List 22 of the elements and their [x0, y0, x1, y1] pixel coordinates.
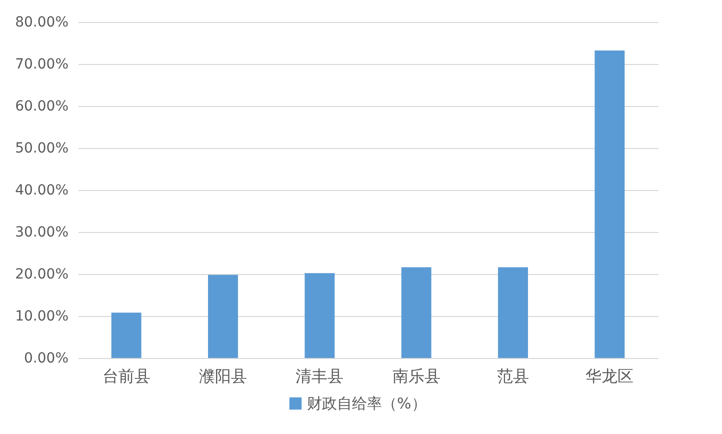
x-tick-label: 范县 — [497, 366, 529, 386]
y-tick-label: 0.00% — [24, 350, 68, 366]
y-tick-label: 40.00% — [15, 182, 68, 198]
x-tick-label: 濮阳县 — [199, 366, 247, 386]
y-tick-label: 60.00% — [15, 98, 68, 114]
bar — [111, 312, 142, 358]
x-tick-label: 台前县 — [102, 366, 150, 386]
bar — [594, 50, 625, 358]
y-tick-label: 50.00% — [15, 140, 68, 156]
legend-label: 财政自给率（%） — [307, 394, 426, 412]
y-tick-label: 80.00% — [15, 14, 68, 30]
x-tick-label: 华龙区 — [586, 366, 634, 386]
y-tick-label: 70.00% — [15, 56, 68, 72]
bar — [208, 274, 238, 358]
y-tick-label: 10.00% — [15, 308, 68, 324]
y-tick-label: 30.00% — [15, 224, 68, 240]
x-tick-label: 清丰县 — [296, 366, 344, 386]
x-tick-label: 南乐县 — [392, 366, 440, 386]
bar — [401, 267, 432, 358]
y-tick-label: 20.00% — [15, 266, 68, 282]
bar — [498, 267, 528, 358]
bar — [304, 273, 335, 358]
